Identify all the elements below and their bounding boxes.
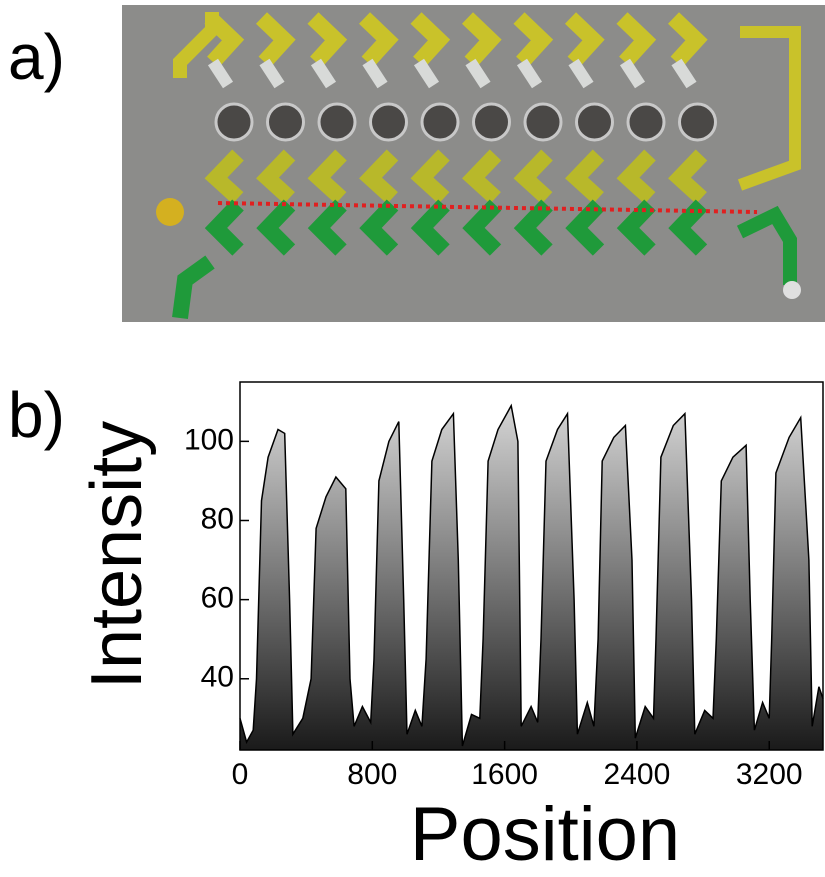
y-tick-label: 100	[184, 423, 234, 456]
chamber	[422, 104, 458, 140]
chip-photo	[122, 5, 825, 322]
port	[783, 281, 801, 299]
figure: a) b) 40 60 80 100 0 800 1600 2400 3200 Position I…	[0, 0, 825, 877]
panel-label: b)	[8, 379, 65, 451]
y-axis-label: Intensity	[77, 421, 157, 689]
chamber	[628, 104, 664, 140]
chamber	[474, 104, 510, 140]
x-tick-label: 1600	[471, 758, 538, 791]
chamber	[680, 104, 716, 140]
panel-label: a)	[8, 21, 65, 93]
y-tick-label: 80	[201, 502, 234, 535]
chamber	[216, 104, 252, 140]
chamber	[371, 104, 407, 140]
x-tick-label: 0	[232, 758, 249, 791]
x-tick-label: 3200	[736, 758, 803, 791]
chamber	[319, 104, 355, 140]
y-tick-label: 40	[201, 661, 234, 694]
chamber	[577, 104, 613, 140]
y-tick-label: 60	[201, 582, 234, 615]
area-fill	[240, 406, 823, 750]
x-tick-label: 2400	[604, 758, 671, 791]
x-axis-label: Position	[410, 792, 680, 877]
chamber	[525, 104, 561, 140]
x-tick-label: 800	[347, 758, 397, 791]
port	[156, 198, 184, 226]
chamber	[268, 104, 304, 140]
